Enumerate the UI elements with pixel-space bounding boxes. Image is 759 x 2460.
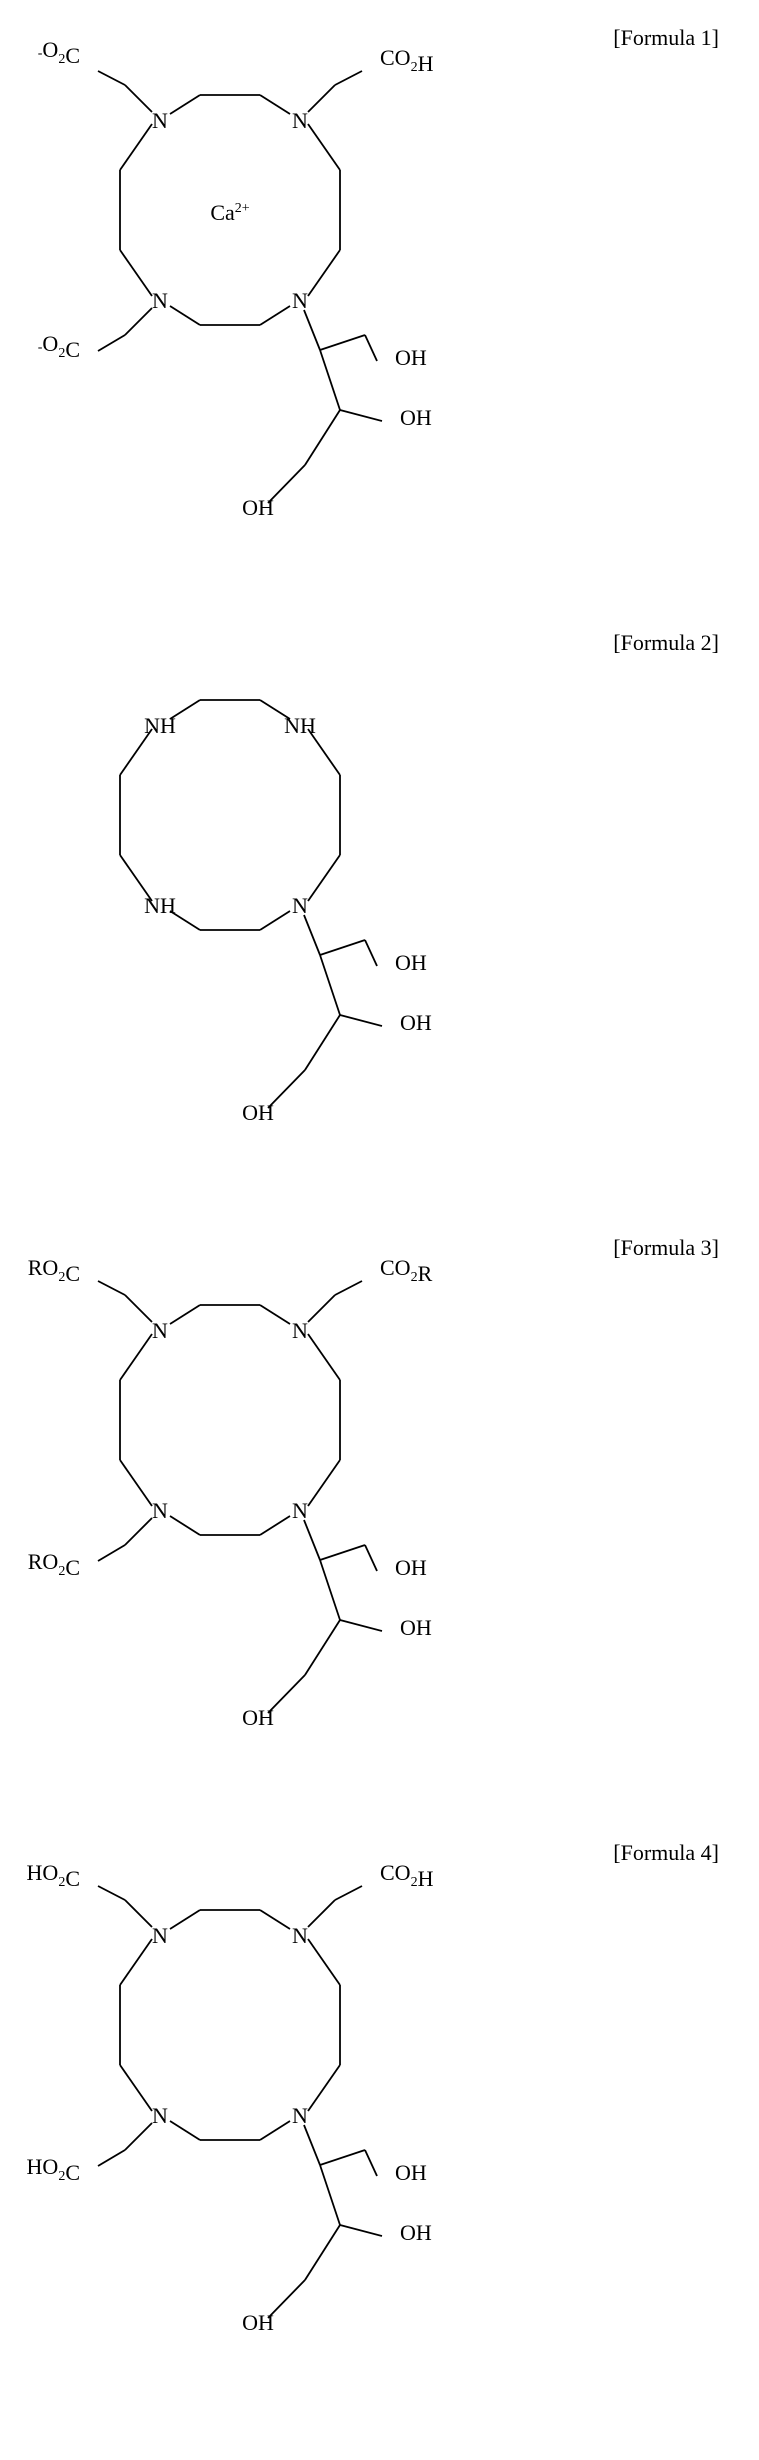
svg-text:N: N	[292, 1318, 308, 1343]
svg-text:N: N	[152, 1318, 168, 1343]
formula-block-2: NH NH N NH OH OH OH [Formula 2]	[20, 625, 739, 1150]
formula-label-4: [Formula 4]	[440, 1835, 739, 1866]
svg-text:HO2C: HO2C	[27, 2154, 80, 2185]
svg-text:N: N	[292, 893, 308, 918]
svg-text:Ca2+: Ca2+	[210, 200, 249, 225]
formula-block-3: N N N N RO2C CO2R RO2C OH OH OH [Formula 3]	[20, 1230, 739, 1755]
svg-text:OH: OH	[242, 495, 274, 520]
svg-text:-O2C: -O2C	[38, 37, 80, 68]
svg-text:N: N	[152, 1923, 168, 1948]
svg-text:OH: OH	[395, 345, 427, 370]
svg-text:N: N	[152, 1498, 168, 1523]
svg-text:CO2R: CO2R	[380, 1255, 433, 1286]
svg-text:N: N	[292, 1923, 308, 1948]
svg-text:N: N	[292, 1498, 308, 1523]
chemical-structure-4: N N N N HO2C CO2H HO2C OH OH OH	[20, 1835, 440, 2360]
svg-text:N: N	[152, 288, 168, 313]
chemical-structure-3: N N N N RO2C CO2R RO2C OH OH OH	[20, 1230, 440, 1755]
svg-text:-O2C: -O2C	[38, 331, 80, 362]
svg-text:HO2C: HO2C	[27, 1860, 80, 1891]
formula-label-3: [Formula 3]	[440, 1230, 739, 1261]
svg-text:N: N	[152, 108, 168, 133]
svg-text:N: N	[292, 288, 308, 313]
svg-text:N: N	[292, 2103, 308, 2128]
svg-text:OH: OH	[395, 950, 427, 975]
formula-block-1: N N N N -O2C CO2H -O2C Ca2+ OH OH OH [Formula 1]	[20, 20, 739, 545]
svg-text:OH: OH	[395, 2160, 427, 2185]
svg-text:NH: NH	[144, 713, 176, 738]
svg-text:RO2C: RO2C	[28, 1549, 80, 1580]
svg-text:NH: NH	[144, 893, 176, 918]
svg-text:OH: OH	[400, 1615, 432, 1640]
svg-text:OH: OH	[400, 1010, 432, 1035]
chemical-structure-1: N N N N -O2C CO2H -O2C Ca2+ OH OH OH	[20, 20, 440, 545]
svg-text:OH: OH	[400, 405, 432, 430]
svg-text:N: N	[292, 108, 308, 133]
formula-block-4: N N N N HO2C CO2H HO2C OH OH OH [Formula 4]	[20, 1835, 739, 2360]
svg-text:RO2C: RO2C	[28, 1255, 80, 1286]
formula-label-1: [Formula 1]	[440, 20, 739, 51]
svg-text:OH: OH	[242, 2310, 274, 2335]
svg-text:OH: OH	[242, 1705, 274, 1730]
svg-text:OH: OH	[242, 1100, 274, 1125]
chemical-structure-2: NH NH N NH OH OH OH	[20, 625, 440, 1150]
svg-text:NH: NH	[284, 713, 316, 738]
svg-text:OH: OH	[395, 1555, 427, 1580]
svg-text:OH: OH	[400, 2220, 432, 2245]
svg-text:CO2H: CO2H	[380, 45, 434, 76]
svg-text:CO2H: CO2H	[380, 1860, 434, 1891]
svg-text:N: N	[152, 2103, 168, 2128]
formula-label-2: [Formula 2]	[440, 625, 739, 656]
